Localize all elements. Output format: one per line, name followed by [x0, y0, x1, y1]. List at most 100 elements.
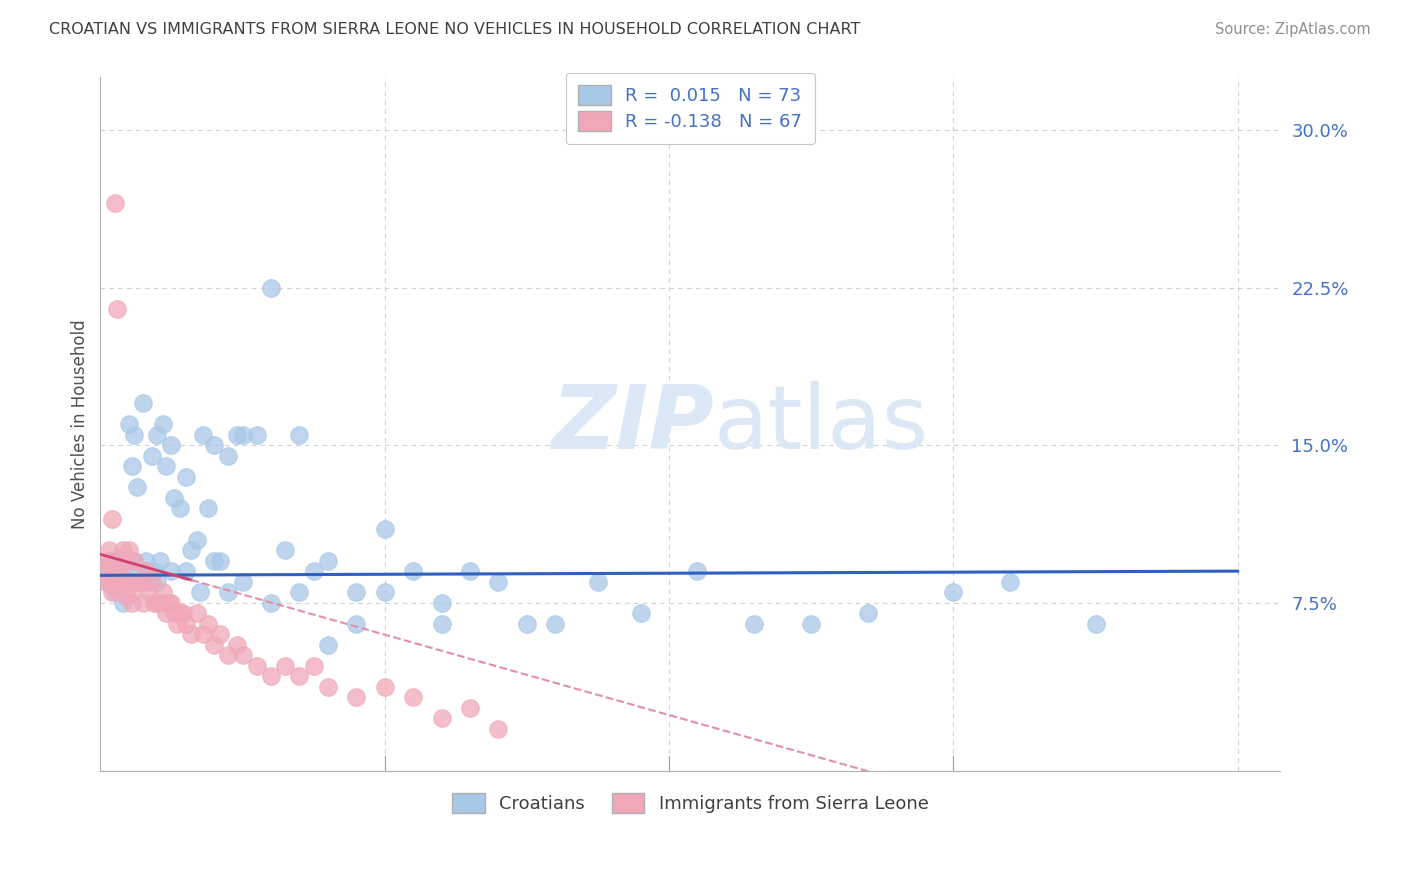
Point [157, 596, 180, 610]
Point [208, 627, 231, 641]
Y-axis label: No Vehicles in Household: No Vehicles in Household [72, 319, 89, 529]
Point [246, 658, 269, 673]
Point [110, 579, 132, 593]
Point [288, 585, 311, 599]
Point [217, 449, 239, 463]
Point [430, 711, 453, 725]
Point [155, 606, 177, 620]
Point [686, 564, 709, 578]
Point [344, 616, 367, 631]
Point [103, 568, 125, 582]
Point [344, 585, 367, 599]
Point [112, 574, 135, 589]
Point [217, 648, 239, 662]
Point [202, 638, 225, 652]
Point [100, 511, 122, 525]
Point [186, 606, 208, 620]
Point [110, 581, 132, 595]
Point [202, 438, 225, 452]
Point [129, 574, 152, 589]
Point [97, 553, 120, 567]
Point [302, 564, 325, 578]
Point [186, 533, 208, 547]
Point [124, 553, 146, 567]
Point [121, 459, 143, 474]
Point [160, 596, 183, 610]
Point [197, 501, 219, 516]
Point [100, 553, 122, 567]
Text: CROATIAN VS IMMIGRANTS FROM SIERRA LEONE NO VEHICLES IN HOUSEHOLD CORRELATION CH: CROATIAN VS IMMIGRANTS FROM SIERRA LEONE… [49, 22, 860, 37]
Point [97, 574, 120, 589]
Point [143, 596, 166, 610]
Point [138, 585, 160, 599]
Point [274, 543, 297, 558]
Point [316, 638, 339, 652]
Point [124, 553, 146, 567]
Point [163, 491, 186, 505]
Point [169, 606, 191, 620]
Point [115, 573, 138, 587]
Point [174, 616, 197, 631]
Point [132, 574, 155, 589]
Point [103, 196, 125, 211]
Point [100, 574, 122, 589]
Point [942, 585, 965, 599]
Point [191, 427, 214, 442]
Point [260, 596, 283, 610]
Point [163, 606, 186, 620]
Point [107, 560, 129, 574]
Point [94, 564, 117, 578]
Point [146, 596, 169, 610]
Point [260, 280, 283, 294]
Point [103, 564, 125, 578]
Point [118, 574, 141, 589]
Point [146, 427, 169, 442]
Point [302, 658, 325, 673]
Point [191, 627, 214, 641]
Point [110, 568, 132, 582]
Point [430, 616, 453, 631]
Point [197, 616, 219, 631]
Point [188, 585, 211, 599]
Point [103, 564, 125, 578]
Point [143, 564, 166, 578]
Point [225, 638, 247, 652]
Point [94, 574, 117, 589]
Point [132, 396, 155, 410]
Point [274, 658, 297, 673]
Point [458, 564, 481, 578]
Point [169, 501, 191, 516]
Text: atlas: atlas [714, 381, 929, 467]
Point [288, 427, 311, 442]
Point [316, 680, 339, 694]
Text: Source: ZipAtlas.com: Source: ZipAtlas.com [1215, 22, 1371, 37]
Point [91, 564, 114, 578]
Point [231, 427, 253, 442]
Point [112, 543, 135, 558]
Point [141, 573, 163, 587]
Point [127, 480, 149, 494]
Point [118, 543, 141, 558]
Point [160, 564, 183, 578]
Point [160, 438, 183, 452]
Point [516, 616, 538, 631]
Point [458, 700, 481, 714]
Point [630, 606, 652, 620]
Point [115, 590, 138, 604]
Point [97, 553, 120, 567]
Point [112, 596, 135, 610]
Point [115, 553, 138, 567]
Point [225, 427, 247, 442]
Point [124, 574, 146, 589]
Point [135, 553, 157, 567]
Point [316, 553, 339, 567]
Point [374, 680, 396, 694]
Point [544, 616, 567, 631]
Point [146, 574, 169, 589]
Point [166, 616, 188, 631]
Legend: Croatians, Immigrants from Sierra Leone: Croatians, Immigrants from Sierra Leone [441, 782, 939, 824]
Point [97, 543, 120, 558]
Point [115, 574, 138, 589]
Point [107, 581, 129, 595]
Point [486, 722, 509, 736]
